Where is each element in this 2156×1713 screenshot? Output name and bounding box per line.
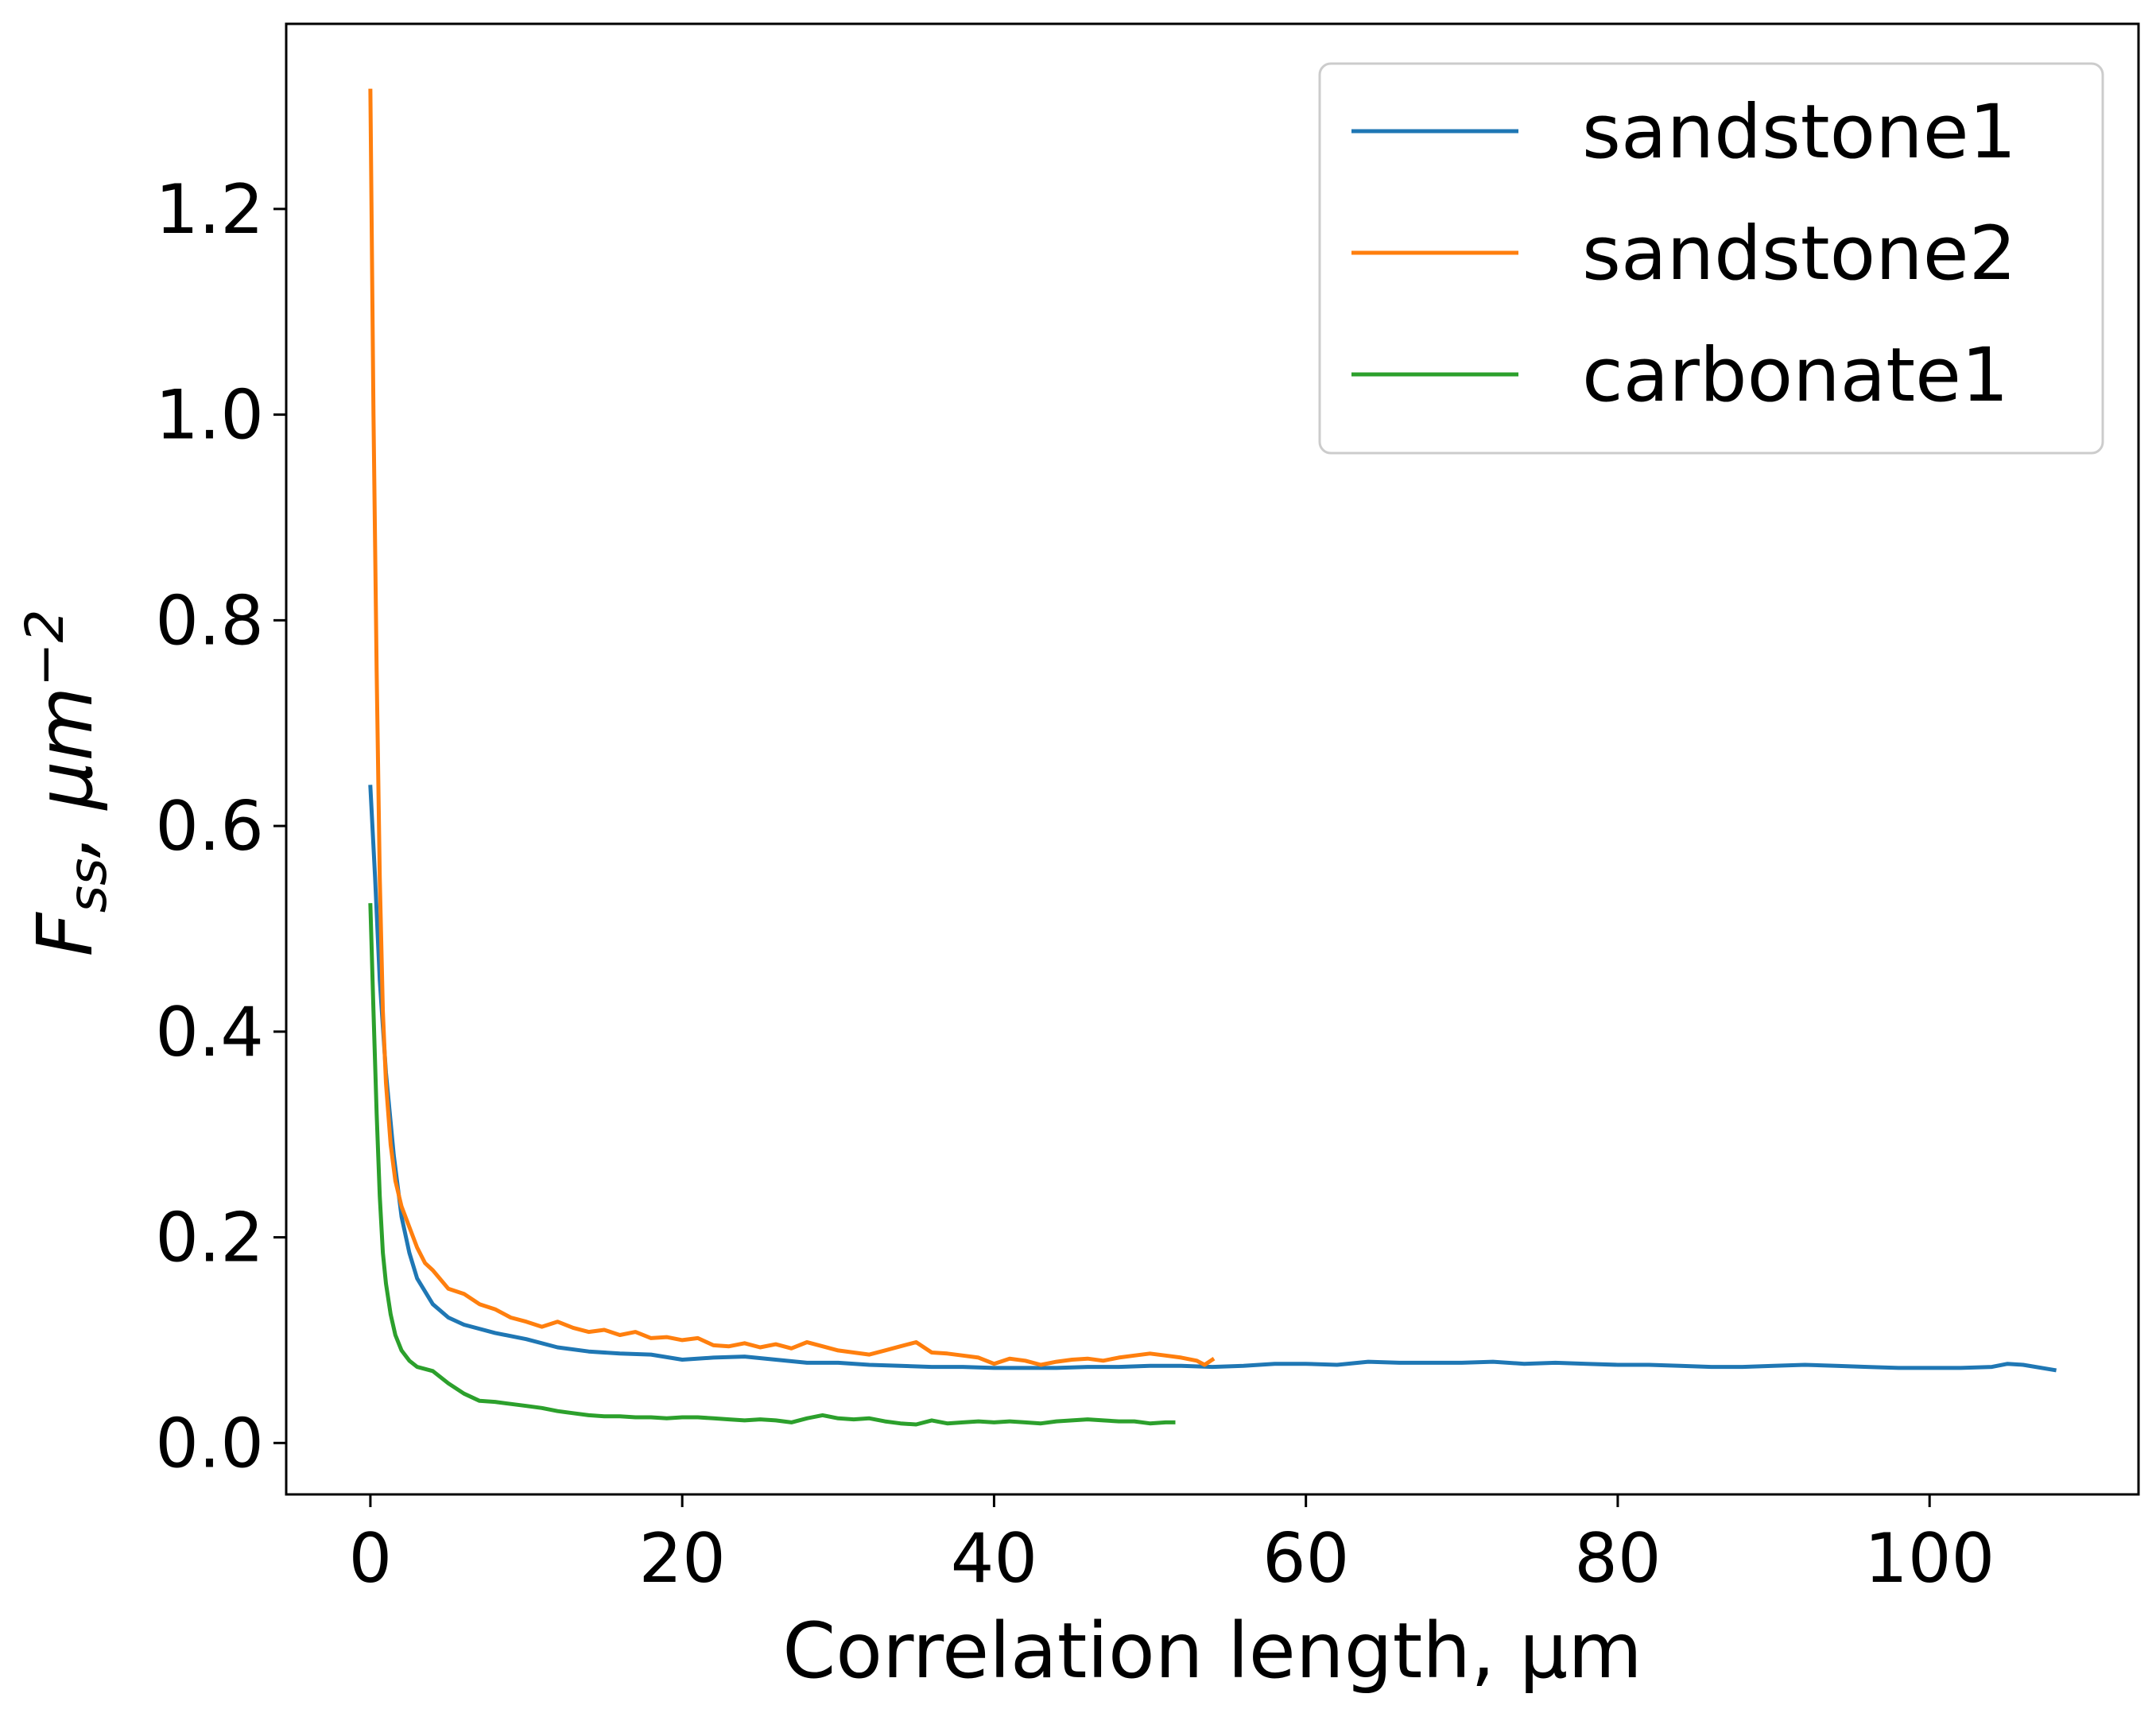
x-axis-label: Correlation length, µm bbox=[782, 1606, 1642, 1696]
y-axis-ticks: 0.0 0.2 0.4 0.6 0.8 1.0 1.2 bbox=[155, 170, 286, 1483]
y-tick-label: 0.2 bbox=[155, 1199, 264, 1278]
legend-label-sandstone2: sandstone2 bbox=[1582, 211, 2016, 297]
legend-label-carbonate1: carbonate1 bbox=[1582, 332, 2009, 419]
legend-items: sandstone1 sandstone2 carbonate1 bbox=[1351, 89, 2016, 419]
y-axis-label-main: F bbox=[21, 911, 110, 956]
x-tick-label: 80 bbox=[1574, 1519, 1661, 1599]
legend-box bbox=[1318, 62, 2104, 455]
axes-frame bbox=[285, 22, 2140, 1496]
series-line-carbonate1 bbox=[368, 903, 1176, 1427]
x-tick-label: 60 bbox=[1262, 1519, 1349, 1599]
y-tick-label: 0.6 bbox=[155, 787, 264, 866]
y-axis-label-unit: , μm bbox=[21, 687, 110, 858]
x-tick-label: 0 bbox=[349, 1519, 393, 1599]
y-tick-label: 1.2 bbox=[155, 170, 264, 250]
x-tick-label: 40 bbox=[951, 1519, 1037, 1599]
x-tick-label: 100 bbox=[1864, 1519, 1995, 1599]
y-tick-label: 1.0 bbox=[155, 376, 264, 455]
y-axis-label-exponent: −2 bbox=[14, 610, 76, 687]
y-tick-label: 0.4 bbox=[155, 993, 264, 1072]
y-axis-label: Fss, μm−2 bbox=[14, 610, 118, 957]
x-tick-label: 20 bbox=[638, 1519, 725, 1599]
y-tick-label: 0.0 bbox=[155, 1404, 264, 1483]
legend: sandstone1 sandstone2 carbonate1 bbox=[1318, 62, 2104, 455]
series-layer bbox=[368, 88, 2057, 1427]
series-line-sandstone1 bbox=[368, 785, 2057, 1373]
y-axis-label-subscript: ss bbox=[57, 858, 118, 913]
x-axis-ticks: 0 20 40 60 80 100 bbox=[349, 1494, 1995, 1599]
series-line-sandstone2 bbox=[368, 88, 1216, 1367]
legend-label-sandstone1: sandstone1 bbox=[1582, 89, 2016, 176]
y-tick-label: 0.8 bbox=[155, 581, 264, 661]
